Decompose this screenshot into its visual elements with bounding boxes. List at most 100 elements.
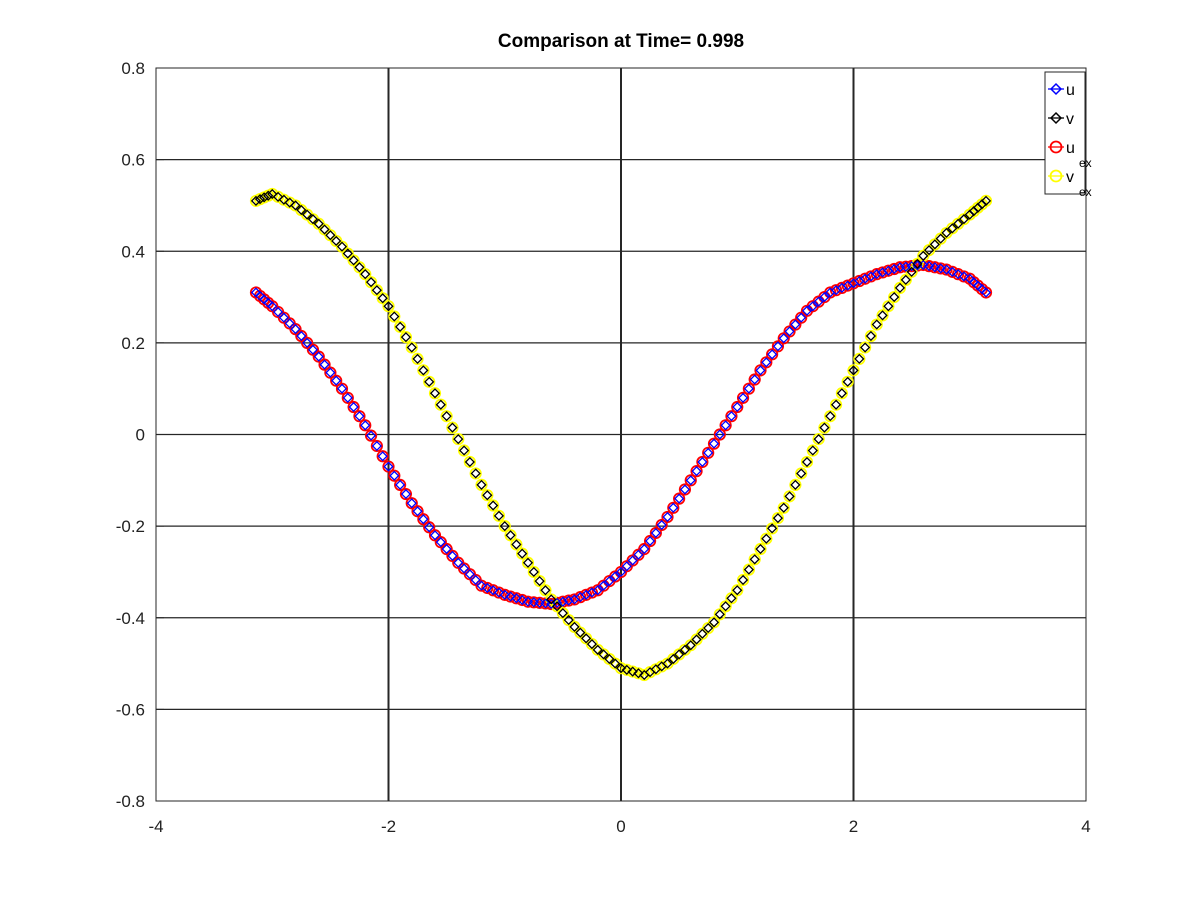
data-point <box>504 590 517 603</box>
x-tick-label: -4 <box>148 817 163 836</box>
data-point <box>736 391 750 404</box>
x-tick-label: 4 <box>1081 817 1090 836</box>
data-point <box>498 588 511 601</box>
data-point <box>263 190 274 201</box>
series-u-ex <box>249 258 993 611</box>
data-point <box>941 264 952 275</box>
data-point <box>627 555 638 566</box>
data-point <box>899 273 912 286</box>
data-point <box>760 532 773 545</box>
data-point <box>394 320 407 333</box>
data-point <box>319 359 330 370</box>
data-point <box>726 593 737 604</box>
data-point <box>935 263 946 274</box>
data-point <box>766 522 779 535</box>
data-point <box>267 301 278 312</box>
y-tick-label: 0.4 <box>121 242 145 261</box>
data-point <box>614 662 628 675</box>
data-point <box>389 470 400 481</box>
data-point <box>463 455 476 469</box>
data-point <box>498 520 511 533</box>
data-point <box>760 356 773 369</box>
data-point <box>254 194 266 205</box>
data-point <box>382 300 395 313</box>
data-point <box>319 224 330 235</box>
data-point <box>859 272 872 285</box>
data-point <box>517 594 528 606</box>
data-point <box>825 411 836 422</box>
data-point <box>847 277 860 290</box>
data-point <box>790 479 801 491</box>
data-point <box>377 293 388 304</box>
data-point <box>610 658 621 669</box>
data-point <box>389 311 400 322</box>
data-point <box>492 509 506 522</box>
data-point <box>296 330 307 342</box>
data-point <box>598 649 609 660</box>
data-point <box>418 365 429 376</box>
data-point <box>690 465 703 478</box>
series-layer <box>249 187 993 682</box>
data-point <box>644 535 656 547</box>
data-point <box>411 352 424 366</box>
data-point <box>516 547 529 560</box>
data-point <box>441 411 452 422</box>
data-point <box>691 634 702 645</box>
data-point <box>685 475 696 486</box>
data-point <box>708 617 720 628</box>
data-point <box>685 640 696 651</box>
data-point <box>725 592 738 605</box>
y-tick-label: -0.4 <box>116 609 145 628</box>
data-point <box>824 286 837 299</box>
data-point <box>754 542 767 556</box>
data-point <box>400 332 412 343</box>
data-point <box>859 341 872 354</box>
data-point <box>267 188 278 200</box>
data-point <box>784 491 795 502</box>
data-point <box>888 290 901 304</box>
data-point <box>638 542 651 556</box>
data-point <box>533 574 546 588</box>
data-point <box>795 467 808 480</box>
data-point <box>325 367 336 378</box>
data-point <box>534 575 545 587</box>
data-point <box>661 510 674 524</box>
data-point <box>807 301 818 312</box>
data-point <box>928 261 941 274</box>
y-tick-label: -0.8 <box>116 792 145 811</box>
data-point <box>958 271 970 282</box>
data-point <box>923 244 935 256</box>
data-point <box>470 574 481 586</box>
data-point <box>702 446 715 459</box>
data-point <box>400 488 412 500</box>
data-point <box>376 450 389 463</box>
data-point <box>906 266 917 277</box>
data-point <box>452 432 465 446</box>
data-point <box>412 506 423 517</box>
data-point <box>864 270 878 283</box>
data-point <box>412 353 423 365</box>
data-point <box>870 318 883 331</box>
data-point <box>934 262 947 275</box>
legend-label: u <box>1066 82 1075 99</box>
data-point <box>522 557 534 568</box>
data-point <box>592 644 603 655</box>
data-point <box>336 241 348 252</box>
data-point <box>394 478 407 491</box>
data-point <box>737 392 749 403</box>
legend-entry: u <box>1048 82 1075 99</box>
data-point <box>923 261 935 272</box>
data-point <box>835 281 848 294</box>
data-point <box>406 498 417 509</box>
data-point <box>487 499 500 512</box>
data-point <box>615 663 627 674</box>
data-point <box>435 399 446 410</box>
data-point <box>342 248 353 259</box>
data-point <box>726 411 737 422</box>
data-point <box>708 438 720 449</box>
data-point <box>475 579 488 592</box>
data-point <box>568 593 581 606</box>
data-point <box>882 264 895 277</box>
